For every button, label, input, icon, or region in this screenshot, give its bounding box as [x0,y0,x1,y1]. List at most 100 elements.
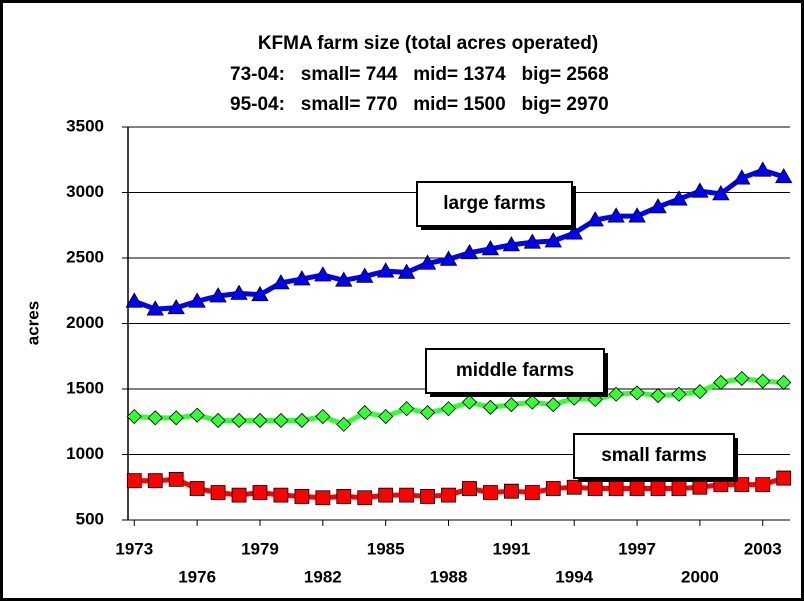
x-tick-label: 1979 [241,539,279,558]
y-tick-label: 1500 [66,378,104,397]
marker [357,405,373,421]
marker [231,412,247,429]
series-label: middle farms [456,360,574,381]
marker [628,207,646,223]
marker [713,374,729,391]
y-tick-label: 500 [76,509,104,528]
marker [755,477,771,493]
marker [125,292,143,308]
marker [273,487,289,503]
marker [230,284,248,300]
series-label: small farms [601,445,707,466]
marker [272,274,290,290]
marker [439,250,458,266]
marker [587,481,603,496]
marker [650,481,666,496]
marker [209,287,227,303]
marker [545,397,561,413]
x-tick-label: 1982 [304,567,342,586]
marker [231,487,247,503]
marker [586,211,604,227]
marker [399,401,415,417]
marker [461,394,478,410]
marker [712,185,730,201]
marker [167,298,185,315]
marker [565,224,583,240]
x-tick-label: 1988 [430,567,468,586]
marker [545,481,561,496]
marker [189,407,205,423]
marker [775,167,793,184]
marker [629,481,645,496]
label-box [425,348,605,394]
marker [356,267,374,283]
y-tick-label: 1000 [66,444,104,463]
marker [629,385,645,401]
x-tick-label: 1991 [492,539,530,558]
marker [776,374,792,391]
marker [692,479,708,495]
marker [671,386,687,402]
marker [397,263,416,279]
marker [168,410,184,426]
marker [293,270,311,286]
x-tick-label: 1994 [555,567,593,586]
marker [649,198,667,214]
marker [147,410,163,426]
marker [441,487,456,503]
marker [336,489,352,504]
marker [251,285,269,302]
marker [146,300,164,316]
marker [692,384,708,400]
series-label: large farms [443,193,545,214]
marker [671,481,687,496]
marker [336,416,352,432]
marker [315,490,331,506]
marker [650,387,666,404]
marker [273,412,289,429]
marker [126,408,142,425]
marker [252,412,268,429]
marker [189,481,205,496]
marker [440,401,457,417]
x-tick-label: 2003 [744,539,782,558]
marker [294,489,310,504]
x-tick-label: 1997 [618,539,656,558]
x-tick-label: 1973 [115,539,153,558]
marker [126,473,142,489]
marker [482,399,498,415]
marker [481,240,500,256]
marker [544,232,562,248]
marker [252,485,268,500]
marker [524,485,540,500]
marker [335,271,353,287]
chart-title: KFMA farm size (total acres operated) [258,33,598,54]
marker [523,233,542,249]
chart-subtitle: 73-04: small= 744 mid= 1374 big= 2568 [230,64,609,85]
x-tick-label: 1985 [367,539,405,558]
x-tick-label: 1976 [178,567,216,586]
label-box [573,433,735,479]
marker [670,190,688,206]
marker [314,266,332,282]
marker [378,487,394,503]
marker [460,243,479,260]
marker [420,405,436,421]
marker [168,471,184,487]
marker [418,254,437,270]
marker [608,481,624,496]
marker [503,483,519,499]
x-tick-label: 2000 [681,567,719,586]
y-tick-label: 3000 [66,182,104,201]
marker [776,470,792,486]
marker [420,489,435,504]
marker [357,490,373,506]
marker [734,370,750,387]
label-box [416,181,573,227]
marker [503,397,519,413]
marker [733,169,751,185]
y-tick-label: 3500 [66,116,104,135]
